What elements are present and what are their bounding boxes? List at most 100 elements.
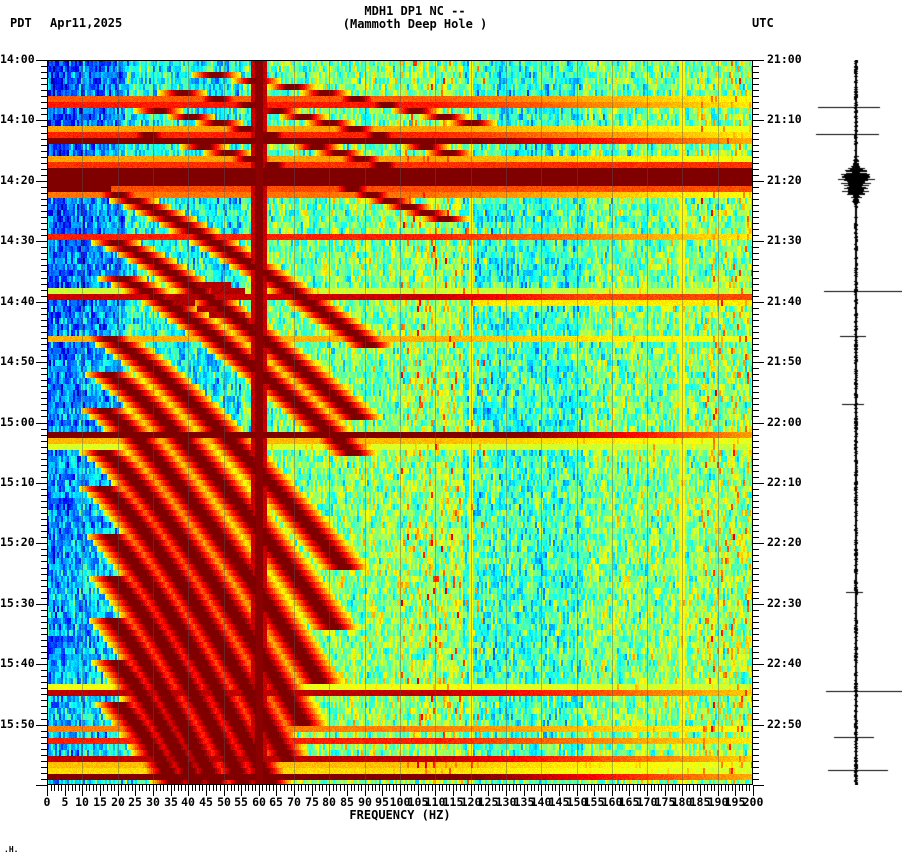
frequency-minor-tick: [478, 785, 479, 791]
frequency-minor-tick: [679, 785, 680, 791]
right-axis-minor-tick: [753, 169, 759, 170]
frequency-minor-tick: [216, 785, 217, 791]
left-axis-minor-tick: [41, 610, 47, 611]
frequency-minor-tick: [333, 785, 334, 791]
left-time-label: 14:30: [0, 233, 35, 247]
right-axis-minor-tick: [753, 519, 759, 520]
right-axis-minor-tick: [753, 779, 759, 780]
right-axis-minor-tick: [753, 453, 759, 454]
frequency-minor-tick: [111, 785, 112, 791]
frequency-major-tick: [665, 785, 666, 796]
left-axis-minor-tick: [41, 507, 47, 508]
right-axis-minor-tick: [753, 66, 759, 67]
frequency-label: 80: [322, 795, 336, 809]
left-axis-minor-tick: [41, 441, 47, 442]
frequency-label: 85: [340, 795, 354, 809]
frequency-major-tick: [347, 785, 348, 796]
left-axis-minor-tick: [41, 175, 47, 176]
right-axis-minor-tick: [753, 290, 759, 291]
frequency-minor-tick: [58, 785, 59, 791]
frequency-minor-tick: [375, 785, 376, 791]
frequency-minor-tick: [227, 785, 228, 791]
right-axis-minor-tick: [753, 694, 759, 695]
left-axis-minor-tick: [41, 133, 47, 134]
left-axis-minor-tick: [41, 598, 47, 599]
frequency-minor-tick: [163, 785, 164, 791]
right-axis-minor-tick: [753, 652, 759, 653]
right-axis-minor-tick: [753, 247, 759, 248]
right-axis-minor-tick: [753, 193, 759, 194]
left-axis-major-tick: [36, 543, 47, 544]
frequency-minor-tick: [428, 785, 429, 791]
frequency-label: 45: [199, 795, 213, 809]
left-axis-minor-tick: [41, 743, 47, 744]
frequency-major-tick: [171, 785, 172, 796]
left-axis-minor-tick: [41, 392, 47, 393]
right-axis-minor-tick: [753, 205, 759, 206]
frequency-minor-tick: [580, 785, 581, 791]
left-time-label: 14:50: [0, 354, 35, 368]
left-axis-minor-tick: [41, 719, 47, 720]
right-axis-minor-tick: [753, 374, 759, 375]
frequency-minor-tick: [573, 785, 574, 791]
frequency-minor-tick: [174, 785, 175, 791]
left-axis-major-tick: [36, 725, 47, 726]
left-axis-minor-tick: [41, 519, 47, 520]
right-axis-minor-tick: [753, 676, 759, 677]
right-axis-minor-tick: [753, 561, 759, 562]
left-axis-minor-tick: [41, 296, 47, 297]
frequency-minor-tick: [54, 785, 55, 791]
frequency-minor-tick: [386, 785, 387, 791]
right-axis-minor-tick: [753, 658, 759, 659]
left-axis-minor-tick: [41, 453, 47, 454]
right-time-label: 22:20: [767, 535, 802, 549]
frequency-minor-tick: [495, 785, 496, 791]
left-time-label: 15:30: [0, 596, 35, 610]
left-axis-minor-tick: [41, 435, 47, 436]
frequency-major-tick: [612, 785, 613, 796]
frequency-minor-tick: [548, 785, 549, 791]
left-axis-minor-tick: [41, 513, 47, 514]
frequency-minor-tick: [213, 785, 214, 791]
frequency-major-tick: [259, 785, 260, 796]
frequency-minor-tick: [146, 785, 147, 791]
frequency-major-tick: [100, 785, 101, 796]
right-axis-minor-tick: [753, 157, 759, 158]
frequency-minor-tick: [432, 785, 433, 791]
frequency-minor-tick: [389, 785, 390, 791]
left-axis-minor-tick: [41, 78, 47, 79]
right-axis-minor-tick: [753, 338, 759, 339]
right-axis-major-tick: [753, 302, 764, 303]
frequency-label: 175: [654, 795, 676, 809]
left-axis-major-tick: [36, 241, 47, 242]
right-axis-minor-tick: [753, 102, 759, 103]
frequency-label: 120: [460, 795, 482, 809]
frequency-minor-tick: [658, 785, 659, 791]
left-axis-minor-tick: [41, 265, 47, 266]
left-axis-minor-tick: [41, 628, 47, 629]
seismogram-trace: [810, 60, 902, 785]
right-axis-major-tick: [753, 543, 764, 544]
right-axis-minor-tick: [753, 326, 759, 327]
left-time-label: 14:20: [0, 173, 35, 187]
left-axis-minor-tick: [41, 561, 47, 562]
frequency-label: 105: [407, 795, 429, 809]
left-axis-minor-tick: [41, 169, 47, 170]
right-axis-minor-tick: [753, 410, 759, 411]
frequency-minor-tick: [86, 785, 87, 791]
left-axis-minor-tick: [41, 501, 47, 502]
frequency-minor-tick: [456, 785, 457, 791]
frequency-minor-tick: [516, 785, 517, 791]
right-axis-minor-tick: [753, 568, 759, 569]
right-axis-major-tick: [753, 725, 764, 726]
frequency-minor-tick: [185, 785, 186, 791]
right-axis-minor-tick: [753, 284, 759, 285]
right-axis-minor-tick: [753, 501, 759, 502]
frequency-minor-tick: [640, 785, 641, 791]
right-axis-minor-tick: [753, 278, 759, 279]
frequency-minor-tick: [446, 785, 447, 791]
left-axis-minor-tick: [41, 670, 47, 671]
frequency-minor-tick: [103, 785, 104, 791]
frequency-label: 170: [636, 795, 658, 809]
frequency-minor-tick: [644, 785, 645, 791]
